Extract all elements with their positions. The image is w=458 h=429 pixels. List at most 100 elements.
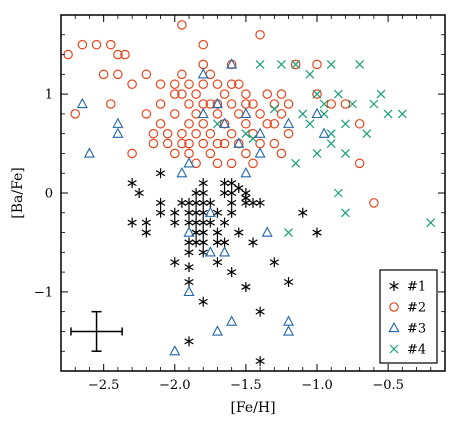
- data-point: [70, 109, 81, 119]
- data-point: [205, 217, 215, 228]
- data-point: [269, 104, 279, 114]
- data-point: [127, 79, 137, 90]
- data-point: [184, 247, 194, 258]
- data-point: [241, 192, 251, 203]
- data-point: [234, 183, 244, 194]
- data-point: [226, 58, 238, 69]
- data-point: [77, 39, 88, 50]
- data-point: [191, 237, 201, 248]
- data-point: [219, 217, 230, 228]
- data-point: [134, 188, 144, 198]
- data-point: [248, 237, 258, 248]
- data-point: [198, 59, 209, 70]
- data-point: [76, 97, 88, 109]
- data-point: [369, 99, 379, 109]
- data-point: [184, 336, 194, 347]
- data-point: [155, 99, 166, 109]
- data-point: [127, 178, 137, 189]
- data-point: [198, 188, 208, 198]
- data-point: [198, 197, 208, 208]
- data-point: [298, 207, 308, 218]
- data-point: [91, 39, 102, 50]
- data-point: [262, 89, 273, 99]
- data-point: [205, 197, 215, 208]
- data-point: [191, 188, 201, 198]
- data-point: [141, 217, 151, 228]
- data-point: [241, 129, 251, 139]
- data-point: [183, 157, 195, 168]
- data-point: [305, 119, 315, 129]
- data-point: [212, 237, 223, 248]
- data-point: [112, 127, 124, 138]
- data-point: [333, 89, 343, 99]
- data-point: [184, 79, 194, 90]
- data-point: [177, 20, 187, 30]
- data-point: [269, 118, 280, 129]
- data-point: [113, 69, 123, 80]
- x-axis-label: [Fe/H]: [230, 400, 275, 416]
- data-point: [83, 147, 95, 158]
- data-point: [184, 148, 194, 159]
- data-point: [198, 118, 209, 129]
- data-point: [283, 99, 294, 109]
- data-point: [141, 227, 151, 238]
- error-bar: [70, 310, 123, 352]
- data-point: [169, 89, 180, 99]
- data-point: [326, 60, 336, 69]
- data-point: [426, 218, 436, 228]
- data-point: [155, 168, 166, 179]
- data-point: [233, 79, 244, 90]
- data-point: [191, 89, 201, 99]
- data-point: [183, 285, 195, 297]
- x-tick-label: −1.0: [301, 378, 333, 393]
- data-point: [198, 79, 209, 90]
- data-point: [233, 137, 245, 148]
- data-point: [219, 246, 231, 257]
- data-point: [191, 128, 201, 139]
- data-point: [212, 207, 223, 218]
- data-point: [169, 79, 180, 90]
- legend-label: #4: [407, 343, 426, 358]
- data-point: [219, 138, 230, 149]
- data-point: [184, 138, 194, 149]
- legend-marker: [388, 321, 400, 333]
- data-point: [198, 39, 209, 50]
- legend-marker: [389, 281, 399, 291]
- data-point: [227, 178, 237, 189]
- data-point: [226, 315, 238, 326]
- data-point: [197, 68, 209, 79]
- data-point: [255, 197, 265, 208]
- data-point: [283, 315, 295, 326]
- data-point: [276, 109, 287, 119]
- tick-marks: [61, 14, 446, 372]
- data-point: [248, 99, 258, 109]
- data-point: [219, 117, 231, 128]
- data-point: [212, 158, 223, 169]
- series-group-2: [63, 20, 379, 208]
- data-point: [355, 60, 365, 69]
- data-point: [319, 99, 329, 109]
- data-point: [240, 167, 252, 178]
- data-point: [148, 128, 159, 139]
- data-point: [312, 149, 322, 158]
- data-point: [211, 97, 223, 109]
- series-group-4: [213, 60, 436, 237]
- data-point: [212, 227, 223, 238]
- tick-labels: −2.5 −2.0 −1.5 −1.0 −0.5 −1 0 1: [34, 88, 404, 393]
- data-point: [198, 296, 208, 307]
- data-point: [184, 118, 194, 129]
- data-point: [184, 262, 194, 273]
- data-point: [255, 60, 265, 69]
- data-point: [227, 188, 237, 198]
- data-point: [211, 325, 223, 336]
- x-tick-label: −2.5: [88, 378, 120, 393]
- data-point: [184, 99, 194, 109]
- data-point: [254, 147, 266, 158]
- data-point: [191, 197, 201, 208]
- data-point: [105, 39, 116, 50]
- data-point: [198, 227, 208, 238]
- data-point: [176, 167, 188, 178]
- data-point: [177, 138, 187, 149]
- data-point: [226, 158, 237, 169]
- data-point: [255, 306, 265, 317]
